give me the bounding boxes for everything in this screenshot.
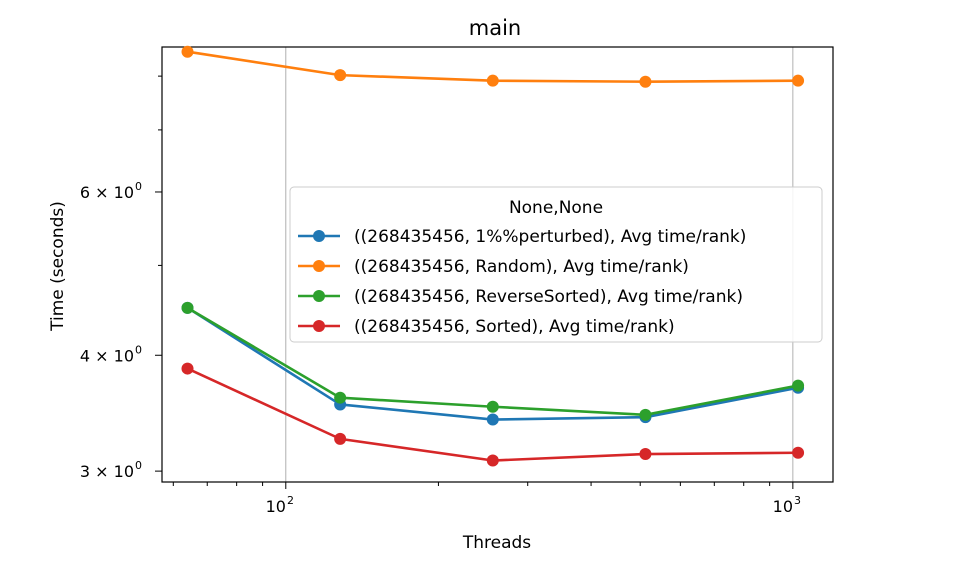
x-tick-label-exponent-1: 3 bbox=[794, 494, 801, 507]
series-1-point-1 bbox=[334, 69, 347, 82]
series-1-point-2 bbox=[486, 74, 499, 87]
x-tick-label-0: 102 bbox=[266, 494, 294, 516]
legend-label-3: ((268435456, Sorted), Avg time/rank) bbox=[354, 317, 675, 337]
legend: None,None ((268435456, 1%%perturbed), Av… bbox=[289, 186, 823, 343]
series-3 bbox=[181, 362, 805, 467]
legend-title: None,None bbox=[509, 198, 603, 218]
series-0-point-2 bbox=[486, 413, 499, 426]
series-2-point-3 bbox=[639, 408, 652, 421]
series-3-point-1 bbox=[334, 432, 347, 445]
legend-label-0: ((268435456, 1%%perturbed), Avg time/ran… bbox=[354, 227, 746, 247]
legend-marker-1 bbox=[313, 260, 325, 272]
y-tick-label-exponent-0: 0 bbox=[135, 459, 142, 472]
chart-title: main bbox=[469, 16, 521, 40]
series-2 bbox=[181, 301, 805, 421]
series-layer bbox=[181, 45, 805, 467]
series-1 bbox=[181, 45, 805, 88]
x-tick-label-1: 103 bbox=[773, 494, 801, 516]
series-2-point-2 bbox=[486, 400, 499, 413]
y-axis: 3 × 100 4 × 100 6 × 100 bbox=[80, 75, 162, 481]
legend-marker-2 bbox=[313, 290, 325, 302]
y-tick-label-2: 6 × 100 bbox=[80, 180, 142, 202]
series-2-point-0 bbox=[181, 301, 194, 314]
series-2-point-1 bbox=[334, 391, 347, 404]
y-tick-label-0: 3 × 100 bbox=[80, 459, 142, 481]
series-1-point-3 bbox=[639, 75, 652, 88]
y-tick-label-exponent-2: 0 bbox=[135, 180, 142, 193]
series-3-point-3 bbox=[639, 448, 652, 461]
series-1-point-0 bbox=[181, 45, 194, 58]
series-2-point-4 bbox=[792, 379, 805, 392]
legend-box bbox=[289, 186, 823, 343]
y-axis-label: Time (seconds) bbox=[48, 201, 68, 332]
legend-label-1: ((268435456, Random), Avg time/rank) bbox=[354, 257, 689, 277]
x-axis-label: Threads bbox=[462, 533, 531, 553]
series-3-point-2 bbox=[486, 454, 499, 467]
series-1-point-4 bbox=[792, 74, 805, 87]
y-tick-label-exponent-1: 0 bbox=[135, 343, 142, 356]
x-axis: 102 103 bbox=[172, 482, 801, 516]
legend-label-2: ((268435456, ReverseSorted), Avg time/ra… bbox=[354, 287, 743, 307]
series-3-point-0 bbox=[181, 362, 194, 375]
plot-area bbox=[161, 46, 834, 483]
x-tick-label-exponent-0: 2 bbox=[287, 494, 294, 507]
legend-marker-0 bbox=[313, 230, 325, 242]
legend-marker-3 bbox=[313, 320, 325, 332]
series-3-point-4 bbox=[792, 446, 805, 459]
y-tick-label-1: 4 × 100 bbox=[80, 343, 142, 365]
